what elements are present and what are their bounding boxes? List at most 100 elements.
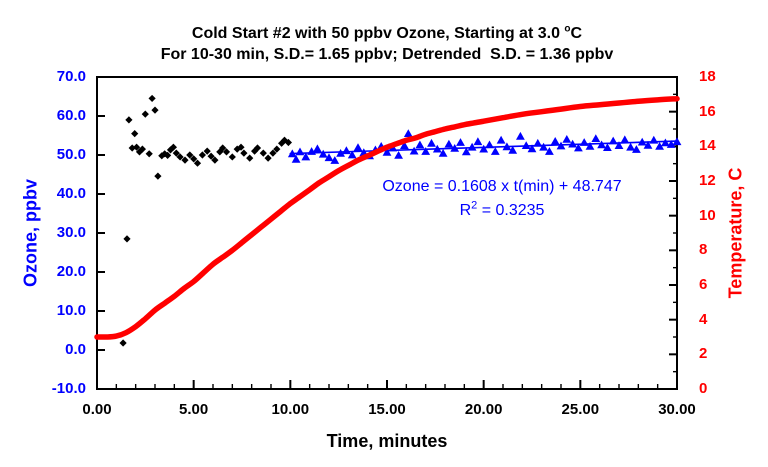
diamond-marker — [131, 130, 139, 138]
r-squared-prefix: R — [459, 202, 472, 219]
y-left-tick-label: 20.0 — [56, 263, 86, 280]
r-squared-annotation: R2 = 0.3235 — [342, 199, 662, 220]
diamond-marker — [145, 150, 153, 158]
y-left-tick-label: 10.0 — [56, 302, 86, 319]
y-left-tick-label: 70.0 — [56, 68, 86, 85]
triangle-marker — [461, 147, 471, 156]
diamond-marker — [186, 151, 194, 159]
triangle-marker — [336, 149, 345, 157]
diamond-marker — [193, 159, 202, 167]
triangle-marker — [318, 149, 328, 158]
diamond-marker — [164, 151, 172, 159]
diamond-marker — [172, 149, 180, 157]
triangle-marker — [527, 144, 537, 153]
diamond-marker — [119, 339, 127, 347]
r-squared-sup: 2 — [471, 199, 478, 212]
triangle-marker — [516, 131, 525, 140]
triangle-marker — [550, 137, 560, 145]
triangle-marker — [403, 129, 413, 137]
diamond-marker — [278, 139, 286, 147]
y-right-tick-label: 16 — [699, 102, 716, 120]
triangle-marker — [456, 138, 465, 146]
chart-title-degree-sup: o — [564, 23, 571, 35]
diamond-marker — [251, 147, 259, 155]
diamond-marker — [228, 153, 236, 161]
diamond-marker — [176, 153, 184, 161]
y-left-tick-label: 60.0 — [56, 107, 86, 124]
diamond-marker — [154, 172, 162, 180]
y-left-tick-label: 0.0 — [65, 341, 86, 358]
triangle-marker — [562, 135, 572, 143]
temperature-series — [94, 95, 680, 340]
triangle-marker — [409, 146, 419, 155]
triangle-marker — [643, 140, 653, 149]
triangle-marker — [626, 142, 635, 151]
y-right-tick-label: 2 — [699, 345, 708, 363]
diamond-marker — [198, 151, 206, 159]
diamond-marker — [181, 156, 189, 164]
diamond-marker — [123, 235, 131, 243]
x-tick-label: 30.00 — [658, 401, 696, 418]
x-tick-label: 25.00 — [561, 401, 600, 418]
triangle-marker — [661, 138, 670, 147]
triangle-marker — [291, 154, 301, 163]
triangle-marker — [490, 147, 500, 155]
diamond-marker — [273, 145, 281, 153]
triangle-marker — [632, 145, 641, 153]
temperature-line — [94, 95, 680, 340]
triangle-marker — [655, 142, 664, 150]
triangle-marker — [438, 149, 448, 157]
chart-title-unit: C — [570, 25, 583, 42]
triangle-marker — [479, 144, 489, 153]
triangle-marker — [427, 138, 436, 147]
triangle-marker — [597, 140, 606, 149]
y-left-tick-label: 30.0 — [56, 224, 86, 241]
diamond-marker — [138, 145, 146, 153]
y-right-tick-label: 18 — [699, 68, 716, 85]
diamond-marker — [133, 143, 141, 151]
diamond-marker — [284, 138, 292, 147]
triangle-marker — [400, 141, 409, 149]
diamond-marker — [125, 116, 133, 124]
y-right-tick-label: 8 — [699, 241, 708, 259]
y-right-tick-label: 12 — [699, 172, 716, 189]
ozone-startup-series — [119, 94, 292, 347]
chart-subtitle: For 10-30 min, S.D.= 1.65 ppbv; Detrende… — [160, 46, 614, 63]
triangle-marker — [496, 135, 506, 144]
diamond-marker — [222, 148, 231, 156]
triangle-marker — [508, 145, 518, 154]
diamond-marker — [211, 156, 219, 164]
diamond-marker — [141, 110, 149, 118]
x-axis-title: Time, minutes — [326, 431, 448, 451]
triangle-marker — [301, 152, 311, 161]
triangle-marker — [574, 143, 583, 152]
x-tick-label: 15.00 — [368, 401, 406, 418]
triangle-marker — [473, 137, 483, 146]
triangle-marker — [324, 153, 334, 162]
triangle-marker — [585, 142, 595, 150]
diamond-marker — [128, 144, 136, 152]
triangle-marker — [539, 142, 548, 151]
diamond-marker — [169, 143, 177, 151]
triangle-marker — [666, 140, 676, 148]
triangle-marker — [568, 139, 577, 148]
diamond-marker — [240, 149, 248, 157]
diamond-marker — [148, 94, 156, 102]
x-tick-label: 0.00 — [82, 401, 112, 418]
diamond-marker — [269, 149, 277, 157]
diamond-marker — [259, 149, 267, 157]
y-left-tick-label: 50.0 — [56, 146, 86, 163]
triangle-marker — [353, 143, 363, 151]
diamond-marker — [207, 152, 215, 160]
y-right-tick-label: 10 — [699, 206, 716, 224]
diamond-marker — [246, 154, 254, 162]
triangle-marker — [394, 151, 403, 159]
y-right-tick-label: 14 — [699, 137, 716, 155]
x-tick-label: 5.00 — [179, 401, 209, 418]
y-right-tick-label: 6 — [699, 276, 708, 293]
triangle-marker — [603, 143, 612, 151]
triangle-marker — [421, 147, 431, 155]
axis-ticks — [96, 76, 678, 390]
fit-equation-annotation: Ozone = 0.1608 x t(min) + 48.747 — [382, 178, 622, 195]
